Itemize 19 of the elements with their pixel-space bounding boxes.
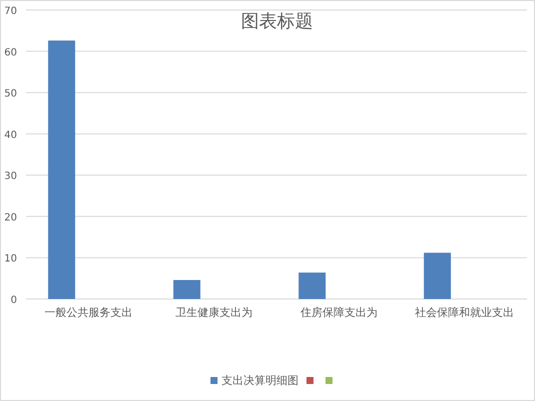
x-tick-label: 住房保障支出为 — [300, 306, 378, 319]
x-tick-label: 卫生健康支出为 — [175, 306, 252, 319]
legend: 支出决算明细图 — [210, 374, 332, 387]
y-tick-label: 30 — [4, 171, 17, 182]
bar — [48, 40, 76, 299]
chart-title: 图表标题 — [241, 11, 313, 32]
y-tick-label: 50 — [4, 88, 17, 100]
bar — [424, 252, 451, 299]
y-tick-label: 20 — [4, 212, 17, 224]
bar — [298, 272, 326, 299]
legend-label: 支出决算明细图 — [222, 374, 298, 387]
y-tick-label: 60 — [4, 47, 17, 58]
bar — [173, 280, 200, 299]
y-tick-label: 40 — [4, 130, 17, 141]
y-tick-label: 10 — [4, 254, 17, 265]
y-tick-label: 70 — [4, 6, 17, 17]
y-tick-label: 0 — [10, 295, 17, 306]
x-tick-label: 一般公共服务支出 — [44, 306, 133, 319]
x-tick-label: 社会保障和就业支出 — [414, 306, 514, 319]
